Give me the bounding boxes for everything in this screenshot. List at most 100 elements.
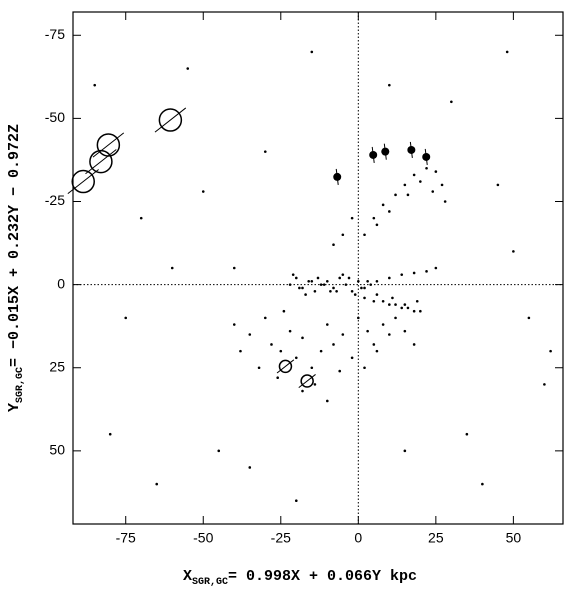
point (344, 283, 348, 286)
point (505, 50, 509, 54)
point (412, 309, 416, 313)
point (419, 180, 422, 183)
y-tick-label: 50 (49, 442, 65, 458)
point (232, 266, 236, 270)
point (347, 276, 351, 280)
point (431, 190, 435, 193)
point (412, 271, 416, 275)
point (301, 389, 304, 393)
point (263, 316, 267, 320)
point (412, 173, 416, 177)
point (248, 333, 252, 336)
point (350, 289, 354, 293)
point (288, 329, 292, 333)
point (298, 286, 301, 290)
point (388, 83, 391, 87)
point (366, 279, 369, 283)
point (481, 482, 484, 486)
point (440, 183, 444, 187)
point (357, 316, 360, 320)
point (294, 276, 298, 280)
point (375, 293, 379, 296)
point (124, 316, 128, 320)
point (403, 183, 407, 187)
point (372, 216, 376, 220)
point (549, 349, 552, 353)
x-label-text: = 0.998X + 0.066Y kpc (228, 568, 417, 585)
y-axis-label: YSGR,GC= −0.015X + 0.232Y − 0.972Z (6, 124, 26, 412)
x-tick-label: -25 (271, 530, 291, 546)
point (465, 432, 469, 436)
point (108, 432, 112, 436)
y-tick-label: 0 (57, 275, 65, 291)
point (388, 303, 391, 306)
point (350, 356, 354, 360)
point (363, 286, 366, 290)
point (363, 366, 366, 370)
point (394, 303, 397, 306)
point (422, 152, 431, 161)
point (372, 299, 376, 303)
x-label-subscript: SGR,GC (192, 577, 228, 588)
point (155, 482, 159, 486)
point (307, 279, 310, 283)
point (360, 286, 363, 290)
point (366, 329, 369, 333)
point (335, 289, 338, 293)
point (341, 233, 345, 237)
point (276, 376, 279, 380)
marker-slash (276, 359, 295, 374)
point (388, 210, 391, 213)
marker-slash (298, 374, 316, 389)
point (400, 273, 404, 276)
point (369, 150, 378, 159)
point (201, 190, 205, 193)
point (239, 349, 242, 353)
y-tick-label: -75 (45, 26, 65, 42)
point (407, 145, 416, 154)
point (232, 323, 236, 326)
point (270, 343, 273, 346)
point (363, 296, 366, 300)
point (326, 323, 329, 326)
point (313, 383, 317, 386)
point (186, 67, 190, 70)
point (375, 279, 379, 283)
point (332, 243, 335, 247)
point (450, 100, 453, 104)
point (415, 299, 419, 303)
point (263, 150, 267, 153)
plot-frame (72, 11, 564, 525)
point (381, 323, 385, 326)
point (257, 366, 261, 370)
point (294, 356, 298, 360)
x-tick-label: 0 (354, 530, 362, 546)
point (425, 270, 428, 273)
point (313, 289, 317, 293)
point (338, 276, 342, 280)
point (279, 349, 283, 353)
y-tick-label: 25 (49, 358, 65, 374)
point (375, 349, 379, 353)
point (403, 303, 407, 306)
x-tick-label: -75 (116, 530, 136, 546)
y-axis-label-group: YSGR,GC= −0.015X + 0.232Y − 0.972Z (6, 124, 26, 412)
y-label-subscript: SGR,GC (15, 367, 26, 403)
point (543, 383, 546, 386)
point (332, 343, 335, 346)
point (310, 50, 314, 54)
point (527, 316, 531, 320)
marker-slash (85, 149, 117, 175)
point (319, 349, 323, 353)
point (406, 306, 410, 310)
point (139, 216, 143, 220)
point (403, 329, 407, 333)
point (369, 283, 373, 286)
point (170, 266, 174, 270)
point (96, 133, 121, 157)
point (310, 279, 314, 283)
point (304, 293, 307, 296)
y-label-symbol: Y (6, 403, 23, 412)
